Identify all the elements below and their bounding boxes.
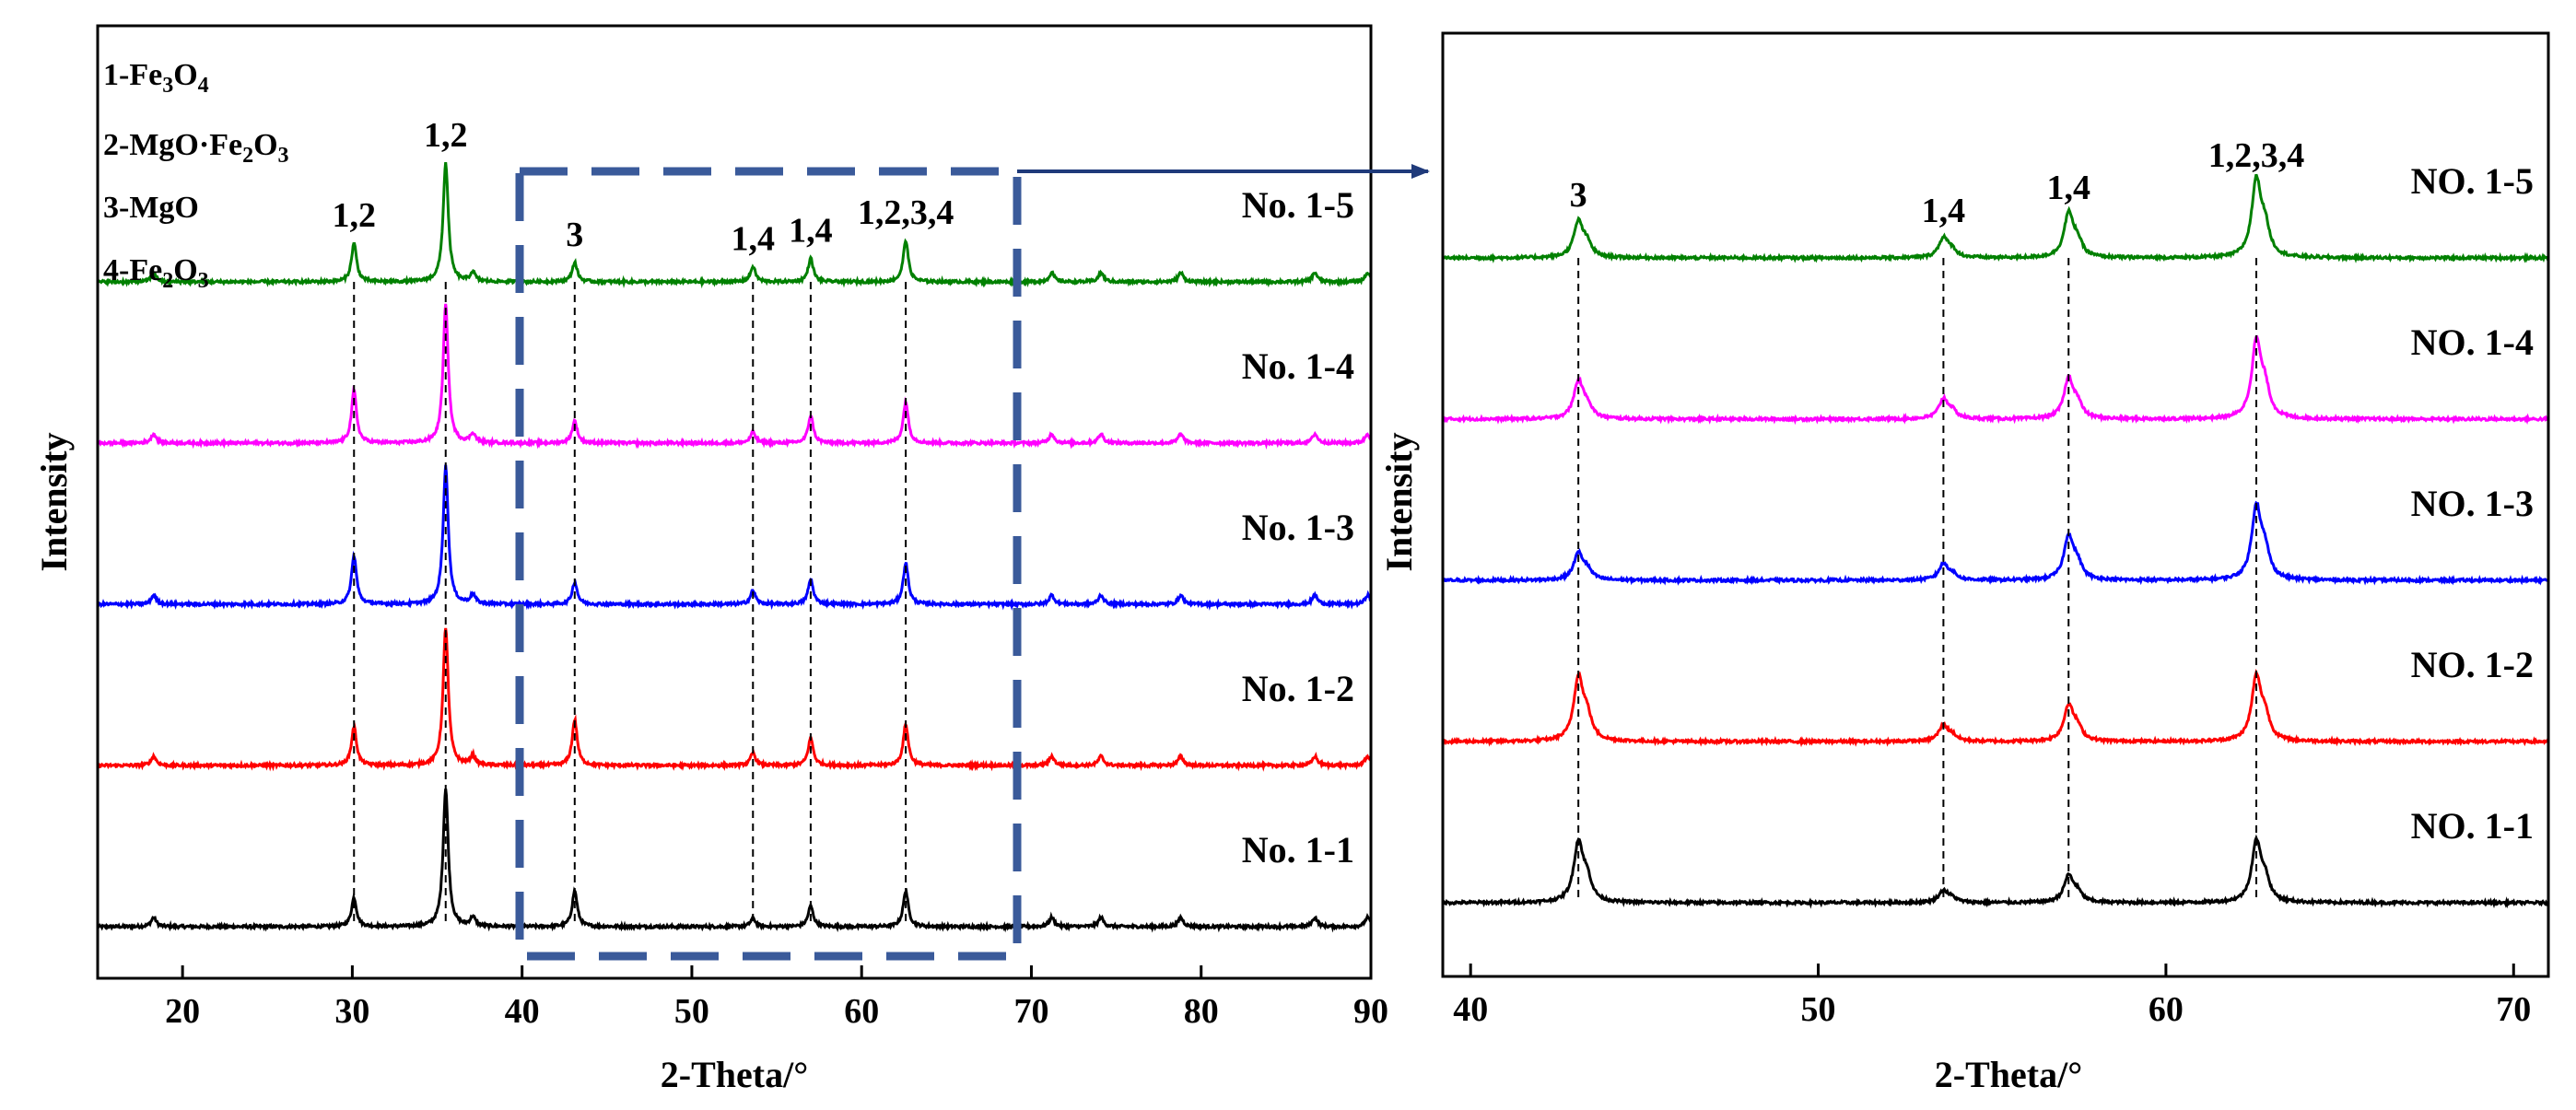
right-peak-labels: 3 1,4 1,4 1,2,3,4 [1570,136,2305,230]
right-peak-guides [1577,258,2258,903]
x-tick-label: 50 [1801,990,1836,1029]
right-x-axis: 40 50 60 70 [1453,964,2531,1029]
series-label: NO. 1-4 [2411,321,2534,363]
x-tick-label: 60 [844,992,879,1031]
series-line [97,464,1372,611]
peak-label: 1,2,3,4 [858,193,954,232]
legend-entry: 4-Fe2O3 [103,253,209,293]
series-line [97,161,1373,289]
x-tick-label: 60 [2149,990,2184,1029]
series-line [97,303,1372,450]
series-line [1441,834,2550,909]
x-tick-label: 40 [505,992,540,1031]
peak-label: 1,4 [1922,192,1966,230]
x-tick-label: 70 [1013,992,1048,1031]
x-tick-label: 30 [334,992,369,1031]
x-tick-label: 20 [165,992,200,1031]
series-line [96,789,1373,933]
series-line [1441,334,2550,426]
x-tick-label: 70 [2496,990,2531,1029]
legend-entry: 1-Fe3O4 [103,58,209,98]
legend-entry: 3-MgO [103,191,199,225]
right-y-axis-title: Intensity [1378,432,1420,571]
series-label: No. 1-4 [1242,345,1354,387]
series-label: No. 1-2 [1242,668,1354,709]
peak-label: 1,2 [332,196,376,235]
series-label: No. 1-5 [1242,184,1354,226]
series-label: NO. 1-5 [2411,160,2534,202]
peak-label: 3 [566,216,583,254]
legend: 1-Fe3O4 2-MgO·Fe2O3 3-MgO 4-Fe2O3 [103,58,289,293]
peak-label: 1,4 [2046,169,2090,207]
series-label: No. 1-1 [1242,829,1354,870]
zoom-highlight-box [515,167,1022,961]
peak-label: 3 [1570,176,1587,215]
series-label: NO. 1-3 [2411,483,2534,524]
right-panel: 40 50 60 70 3 1,41,41,2,3,4 NO. 1-1NO. 1-2NO… [1378,31,2550,1095]
right-series-labels: NO. 1-1 NO. 1-2 NO. 1-3 NO. 1-4 NO. 1-5 [2411,160,2534,847]
series-line [1441,173,2550,263]
left-plot-frame [96,24,1373,980]
left-series-labels: No. 1-1 No. 1-2 No. 1-3 No. 1-4 No. 1-5 [1242,184,1354,870]
left-panel: 20 30 40 50 60 70 80 90 1,2 1,2 3 1,4 1,4 1,2,3,4 No… [33,24,1388,1095]
x-tick-label: 80 [1184,992,1219,1031]
left-x-axis-title: 2-Theta/° [661,1054,808,1095]
series-label: No. 1-3 [1242,507,1354,548]
series-label: NO. 1-2 [2411,644,2534,685]
x-tick-label: 90 [1353,992,1388,1031]
series-line [96,627,1373,772]
left-peak-labels: 1,2 1,2 3 1,4 1,4 1,2,3,4 [332,116,954,259]
x-tick-label: 50 [674,992,709,1031]
legend-entry: 2-MgO·Fe2O3 [103,128,289,168]
left-series-group [96,161,1373,933]
peak-label: 1,4 [789,212,833,251]
left-x-axis: 20 30 40 50 60 70 80 90 [165,965,1388,1031]
peak-label: 1,2,3,4 [2208,136,2305,175]
left-y-axis-title: Intensity [33,432,75,571]
right-plot-frame [1441,31,2550,978]
x-tick-label: 40 [1453,990,1488,1029]
right-series-group [1441,173,2550,909]
series-label: NO. 1-1 [2411,805,2534,847]
series-line [1441,668,2549,748]
series-line [1441,500,2549,586]
peak-label: 1,4 [732,220,776,259]
peak-label: 1,2 [424,116,468,155]
left-peak-guides [353,282,907,927]
right-x-axis-title: 2-Theta/° [1935,1054,2082,1095]
